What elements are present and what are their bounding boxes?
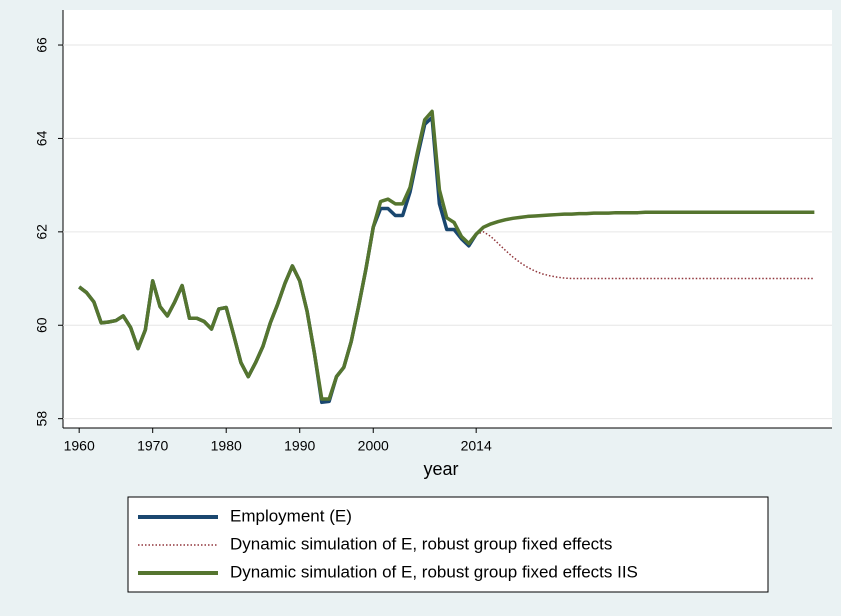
legend-label: Dynamic simulation of E, robust group fi… — [230, 534, 612, 553]
series-line — [78, 109, 815, 401]
y-tick-label: 64 — [34, 130, 50, 146]
x-tick-label: 1990 — [284, 438, 315, 454]
y-tick-label: 58 — [34, 411, 50, 427]
y-tick-label: 62 — [34, 224, 50, 240]
series-line — [475, 231, 815, 280]
x-tick-label: 2000 — [358, 438, 389, 454]
legend — [127, 496, 769, 593]
x-axis-title: year — [423, 459, 458, 479]
x-tick-label: 2014 — [461, 438, 492, 454]
legend-label: Employment (E) — [230, 506, 352, 525]
legend-label: Dynamic simulation of E, robust group fi… — [230, 562, 638, 581]
y-tick-label: 60 — [34, 317, 50, 333]
x-tick-label: 1960 — [64, 438, 95, 454]
y-tick-label: 66 — [34, 37, 50, 53]
x-tick-label: 1980 — [211, 438, 242, 454]
x-tick-label: 1970 — [137, 438, 168, 454]
